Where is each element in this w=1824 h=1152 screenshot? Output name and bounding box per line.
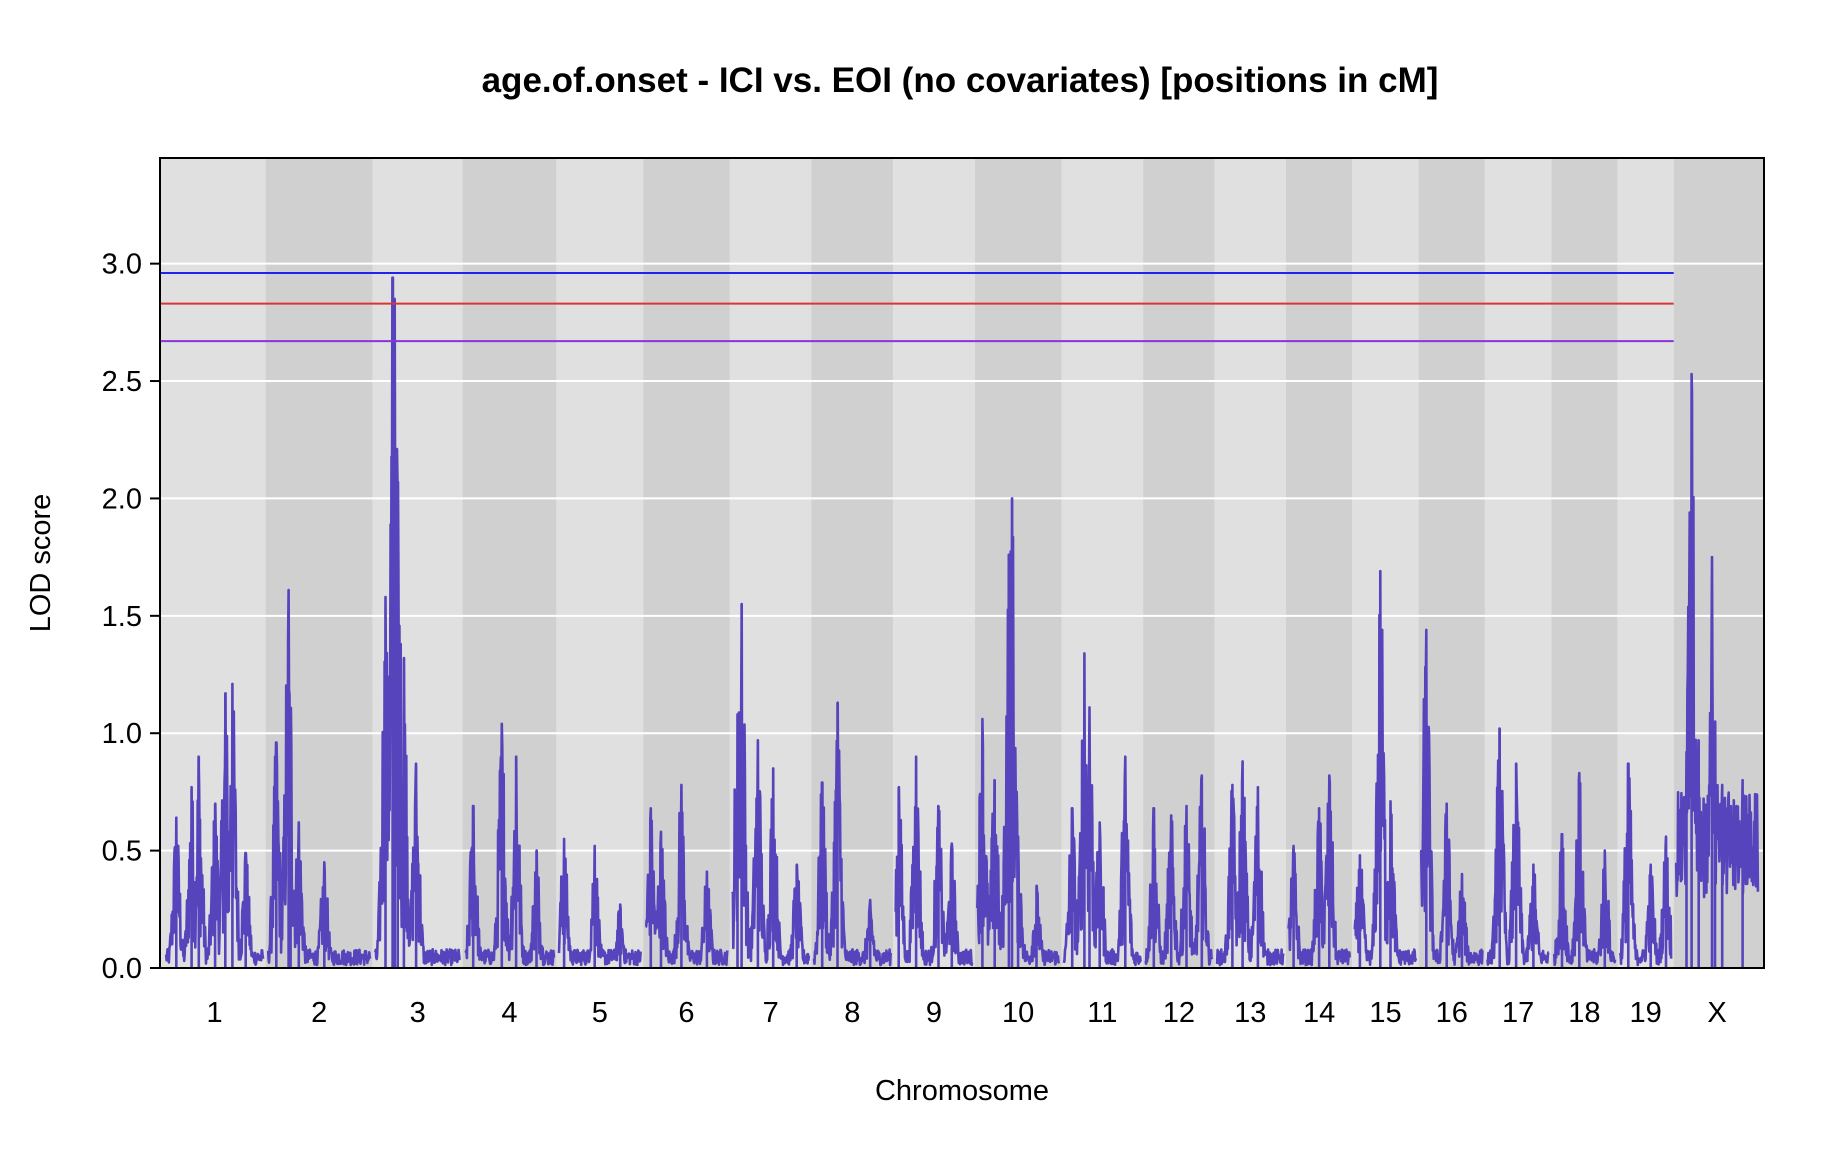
chart-title: age.of.onset - ICI vs. EOI (no covariate… [482,61,1439,100]
lod-trace-chr-17 [1486,727,1550,968]
lod-trace-chr-1 [164,682,265,968]
lod-trace-chr-8 [812,701,892,968]
x-tick-label: 13 [1234,997,1266,1029]
x-tick-label: 8 [844,997,860,1029]
x-tick-label: 17 [1502,997,1534,1029]
x-tick-label: 11 [1087,997,1117,1029]
lod-trace-chr-4 [464,722,556,968]
x-tick-label: 6 [678,997,694,1029]
lod-trace-chr-14 [1287,774,1351,968]
lod-trace-chr-10 [976,497,1061,968]
chromosome-band [643,158,730,968]
y-tick-label: 0.0 [102,953,142,985]
chromosome-band [1061,158,1144,968]
lod-trace-chr-3 [374,276,461,968]
x-tick-label: 19 [1630,997,1662,1029]
x-axis-label: Chromosome [875,1075,1049,1107]
x-tick-label: 12 [1163,997,1195,1029]
chromosome-band [265,158,373,968]
x-tick-label: 4 [501,997,517,1029]
y-axis: 0.0 0.5 1.0 1.5 2.0 2.5 3.0 [102,249,160,985]
y-tick-label: 2.0 [102,483,142,515]
y-tick-label: 1.0 [102,718,142,750]
lod-trace-chr-11 [1062,652,1142,968]
x-tick-label: 14 [1303,997,1335,1029]
x-tick-label: 5 [592,997,608,1029]
x-tick-label: 9 [926,997,942,1029]
lod-trace-chr-6 [644,783,729,968]
x-tick-label: 10 [1002,997,1034,1029]
threshold-lines [160,272,1674,343]
x-tick-label: 1 [207,997,223,1029]
y-tick-label: 0.5 [102,836,142,868]
lod-trace-chr-9 [894,755,974,968]
chromosome-band [462,158,557,968]
chromosome-band [893,158,975,968]
lod-trace-chr-16 [1419,628,1484,968]
x-tick-label: 15 [1369,997,1401,1029]
x-tick-label: X [1707,997,1726,1029]
lod-trace-chr-X [1674,372,1760,968]
lod-trace [164,276,1760,968]
chromosome-band [556,158,644,968]
x-axis: 1 2 3 4 5 6 7 8 9 10 11 12 13 14 15 16 17 18 19 X [207,997,1727,1029]
x-tick-label: 2 [311,997,327,1029]
y-tick-label: 2.5 [102,366,142,398]
lod-trace-chr-19 [1618,762,1673,968]
y-axis-label: LOD score [25,494,57,633]
lod-trace-chr-18 [1552,771,1617,968]
chromosome-bands [160,158,1764,968]
x-tick-label: 7 [763,997,779,1029]
lod-trace-chr-12 [1144,774,1214,968]
lod-trace-chr-7 [731,602,811,968]
lod-trace-chr-2 [266,588,372,968]
x-tick-label: 16 [1436,997,1468,1029]
lod-trace-chr-13 [1215,760,1285,968]
lod-trace-chr-15 [1353,569,1418,968]
plot-frame [159,157,1765,969]
lod-trace-chr-5 [557,837,642,968]
x-tick-label: 18 [1568,997,1600,1029]
y-tick-label: 1.5 [102,601,142,633]
y-tick-label: 3.0 [102,249,142,281]
chromosome-band [1214,158,1286,968]
x-tick-label: 3 [410,997,426,1029]
